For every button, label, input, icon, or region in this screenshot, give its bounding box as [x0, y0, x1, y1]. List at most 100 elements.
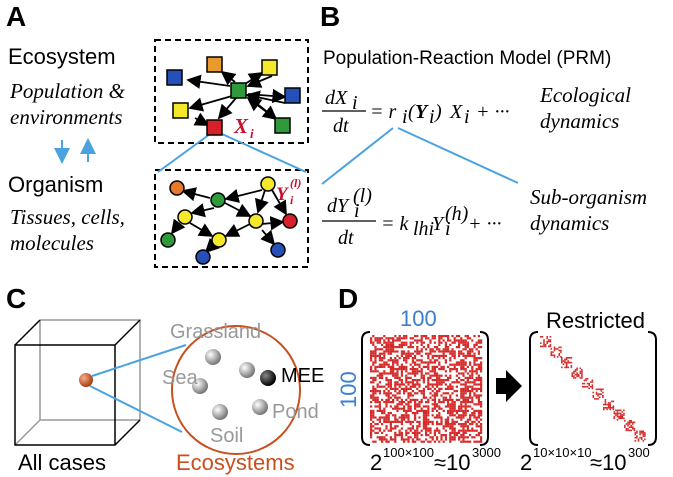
noise-cell	[581, 369, 583, 371]
noise-cell	[476, 359, 478, 361]
noise-cell	[396, 346, 398, 348]
noise-cell	[407, 441, 409, 443]
noise-cell	[390, 337, 392, 339]
noise-cell	[580, 368, 582, 370]
noise-cell	[478, 412, 480, 414]
noise-cell	[383, 408, 385, 410]
noise-cell	[432, 410, 434, 412]
noise-cell	[471, 414, 473, 416]
noise-cell	[407, 432, 409, 434]
noise-cell	[471, 368, 473, 370]
noise-cell	[390, 430, 392, 432]
noise-cell	[467, 419, 469, 421]
noise-cell	[418, 370, 420, 372]
noise-cell	[462, 405, 464, 407]
noise-cell	[440, 408, 442, 410]
noise-cell	[462, 368, 464, 370]
noise-cell	[469, 375, 471, 377]
ecosystem-balls	[192, 349, 276, 420]
noise-cell	[394, 432, 396, 434]
noise-cell	[407, 421, 409, 423]
noise-cell	[476, 423, 478, 425]
noise-cell	[449, 375, 451, 377]
noise-cell	[412, 379, 414, 381]
noise-cell	[454, 423, 456, 425]
noise-cell	[381, 399, 383, 401]
noise-cell	[443, 335, 445, 337]
noise-cell	[443, 427, 445, 429]
noise-cell	[454, 410, 456, 412]
noise-cell	[462, 364, 464, 366]
eq-part: Y	[432, 213, 445, 235]
noise-cell	[425, 405, 427, 407]
noise-cell	[462, 342, 464, 344]
noise-cell	[370, 425, 372, 427]
noise-cell	[385, 344, 387, 346]
noise-cell	[438, 375, 440, 377]
noise-cell	[465, 361, 467, 363]
noise-cell	[451, 386, 453, 388]
noise-cell	[427, 410, 429, 412]
noise-cell	[462, 372, 464, 374]
noise-cell	[410, 423, 412, 425]
noise-cell	[557, 356, 559, 358]
noise-cell	[614, 418, 616, 420]
noise-cell	[456, 386, 458, 388]
noise-cell	[476, 372, 478, 374]
noise-cell	[460, 419, 462, 421]
noise-cell	[451, 381, 453, 383]
noise-cell	[480, 339, 482, 341]
noise-cell	[462, 344, 464, 346]
noise-cell	[460, 392, 462, 394]
noise-cell	[460, 403, 462, 405]
noise-cell	[569, 362, 571, 364]
noise-cell	[596, 392, 598, 394]
noise-cell	[561, 367, 563, 369]
noise-cell	[429, 397, 431, 399]
noise-cell	[593, 395, 595, 397]
noise-cell	[480, 342, 482, 344]
noise-cell	[416, 353, 418, 355]
noise-cell	[388, 419, 390, 421]
noise-cell	[416, 342, 418, 344]
size-left: 100	[336, 371, 361, 408]
noise-cell	[405, 375, 407, 377]
noise-cell	[478, 383, 480, 385]
noise-cell	[456, 399, 458, 401]
x-label: X i	[233, 114, 254, 141]
noise-cell	[478, 421, 480, 423]
model-title: Population-Reaction Model (PRM)	[323, 48, 611, 69]
noise-cell	[388, 353, 390, 355]
noise-cell	[396, 350, 398, 352]
noise-cell	[394, 346, 396, 348]
noise-cell	[385, 383, 387, 385]
noise-cell	[421, 441, 423, 443]
noise-cell	[396, 361, 398, 363]
noise-cell	[381, 436, 383, 438]
noise-cell	[473, 412, 475, 414]
noise-cell	[377, 423, 379, 425]
noise-cell	[418, 390, 420, 392]
noise-cell	[374, 390, 376, 392]
noise-cell	[467, 405, 469, 407]
noise-cell	[381, 344, 383, 346]
noise-cell	[478, 401, 480, 403]
noise-cell	[383, 401, 385, 403]
noise-cell	[418, 383, 420, 385]
noise-cell	[609, 405, 611, 407]
noise-cell	[374, 388, 376, 390]
noise-cell	[478, 441, 480, 443]
noise-cell	[396, 372, 398, 374]
noise-cell	[401, 436, 403, 438]
noise-cell	[396, 359, 398, 361]
noise-cell	[629, 423, 631, 425]
noise-cell	[478, 425, 480, 427]
noise-cell	[572, 374, 574, 376]
eq-part: i	[445, 218, 451, 240]
noise-cell	[434, 401, 436, 403]
noise-cell	[407, 392, 409, 394]
noise-cell	[377, 390, 379, 392]
noise-cell	[465, 383, 467, 385]
noise-cell	[410, 372, 412, 374]
noise-cell	[436, 410, 438, 412]
